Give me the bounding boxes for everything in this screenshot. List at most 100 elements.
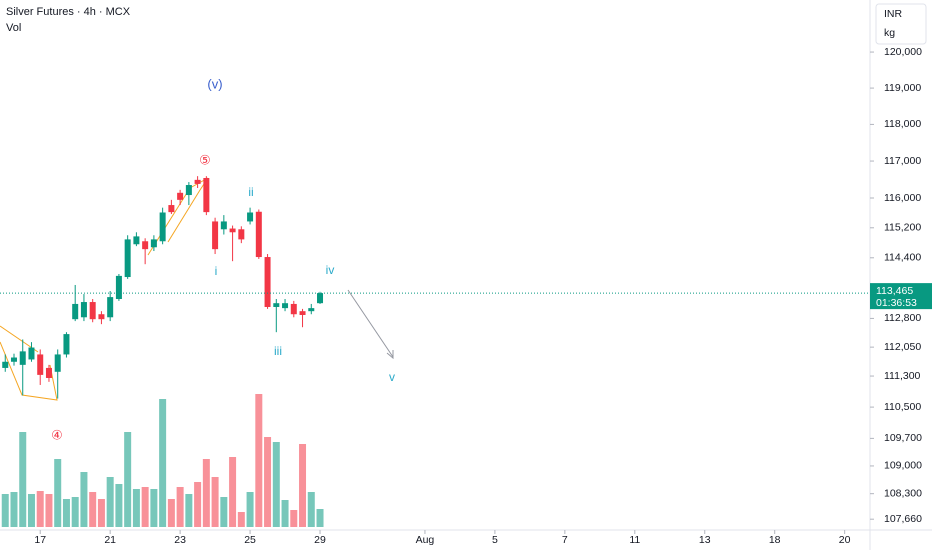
volume-bar — [124, 432, 132, 527]
candle-body — [229, 228, 236, 233]
candle-body — [45, 367, 52, 378]
volume-bar — [281, 500, 289, 527]
volume-bar — [272, 442, 280, 527]
volume-bar — [71, 497, 79, 527]
volume-label: Vol — [6, 22, 21, 34]
x-tick-label: Aug — [416, 534, 435, 546]
candle-body — [308, 308, 315, 312]
y-tick-label: 120,000 — [884, 46, 922, 58]
volume-bar — [159, 399, 167, 527]
arrow — [347, 289, 394, 358]
candle-body — [290, 303, 297, 315]
volume-bar — [80, 472, 88, 527]
last-price-label: 113,465 — [876, 285, 913, 297]
candle-body — [124, 239, 131, 278]
wave-label: ii — [248, 185, 253, 199]
volume-bar — [106, 477, 114, 527]
chart-title: Silver Futures · 4h · MCX — [6, 6, 131, 18]
candle-body — [299, 311, 306, 315]
x-tick-label: 11 — [629, 534, 640, 546]
volume-bar — [255, 394, 263, 527]
y-tick-label: 111,300 — [884, 370, 921, 382]
candle-body — [80, 302, 87, 318]
candle-body — [185, 185, 192, 196]
wave-label: v — [389, 370, 395, 384]
volume-bar — [10, 492, 18, 527]
candle-body — [142, 241, 149, 250]
wave-label: (v) — [207, 76, 222, 91]
trend-line — [0, 341, 58, 401]
volume-bar — [1, 494, 9, 527]
candle-body — [107, 297, 114, 318]
x-tick-label: 17 — [34, 534, 46, 546]
y-tick-label: 118,000 — [884, 118, 921, 130]
y-tick-label: 119,000 — [884, 82, 921, 94]
x-tick-label: 18 — [769, 534, 781, 546]
volume-bar — [115, 484, 123, 527]
volume-bar — [290, 510, 298, 527]
candle-body — [150, 239, 157, 248]
candle-body — [159, 212, 166, 242]
candle-body — [255, 211, 262, 258]
wave-label: ④ — [51, 427, 63, 442]
volume-bar — [97, 499, 105, 527]
candle-body — [28, 347, 35, 360]
candle-body — [264, 257, 271, 307]
candle-body — [194, 179, 201, 184]
wave-label: ⑤ — [199, 152, 211, 167]
candle-body — [115, 275, 122, 300]
candle-body — [203, 178, 210, 213]
y-tick-label: 114,400 — [884, 252, 921, 264]
candle-body — [133, 236, 140, 245]
volume-bar — [176, 487, 184, 527]
x-tick-label: 25 — [244, 534, 256, 546]
volume-bar — [132, 489, 140, 527]
y-tick-label: 112,050 — [884, 341, 921, 353]
volume-bar — [89, 492, 97, 527]
currency: INR — [884, 8, 903, 20]
volume-bar — [141, 487, 149, 527]
volume-bar — [220, 497, 228, 527]
x-tick-label: 21 — [104, 534, 116, 546]
currency-box[interactable] — [875, 3, 927, 45]
volume-bar — [54, 459, 62, 527]
x-tick-label: 13 — [699, 534, 711, 546]
y-tick-label: 109,000 — [884, 460, 922, 472]
x-tick-label: 29 — [314, 534, 326, 546]
volume-bar — [229, 457, 237, 527]
y-tick-label: 116,000 — [884, 192, 921, 204]
volume-bar — [150, 489, 158, 527]
volume-bar — [62, 499, 70, 527]
candle-body — [220, 221, 227, 230]
volume-bar — [264, 437, 272, 527]
x-tick-label: 20 — [839, 534, 851, 546]
candle-body — [212, 221, 219, 250]
candle-body — [2, 361, 9, 368]
volume-bar — [36, 491, 44, 527]
candle-body — [177, 192, 184, 200]
x-tick-label: 5 — [492, 534, 498, 546]
volume-bar — [19, 432, 27, 527]
y-tick-label: 108,300 — [884, 487, 922, 499]
x-tick-label: 7 — [562, 534, 568, 546]
candle-body — [54, 354, 61, 372]
volume-bar — [307, 492, 315, 527]
volume-bar — [237, 512, 245, 527]
arrow-head — [386, 350, 394, 360]
candle-body — [273, 303, 280, 307]
volume-bar — [246, 492, 254, 527]
wave-label: iv — [326, 263, 335, 277]
trend-line — [147, 177, 209, 256]
y-tick-label: 112,800 — [884, 312, 921, 324]
candle-body — [168, 205, 175, 213]
x-tick-label: 23 — [174, 534, 186, 546]
candle-body — [19, 351, 26, 365]
volume-bar — [194, 482, 202, 527]
candle-body — [63, 334, 70, 355]
candle-body — [317, 293, 324, 304]
candle-body — [89, 302, 96, 320]
candle-body — [238, 229, 245, 240]
volume-bar — [27, 494, 35, 527]
unit: kg — [884, 27, 895, 39]
